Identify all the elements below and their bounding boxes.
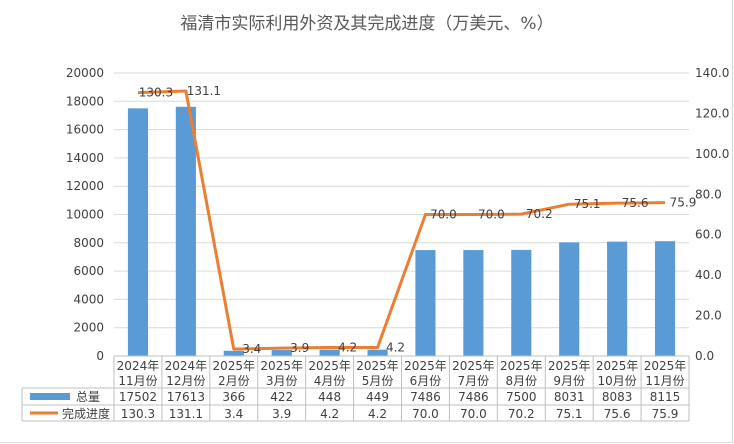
table-cell: 4.2 [368, 407, 387, 421]
y-right-tick-label: 0.0 [695, 349, 714, 363]
y-left-tick-label: 10000 [66, 208, 104, 222]
table-cell: 3.9 [272, 407, 291, 421]
y-right-tick-label: 80.0 [695, 187, 722, 201]
bar-total [559, 242, 580, 356]
table-cell: 8031 [554, 390, 585, 404]
table-cell: 422 [270, 390, 293, 404]
x-category-month: 10月份 [597, 374, 636, 388]
bar-total [607, 241, 628, 356]
y-left-tick-label: 4000 [73, 292, 104, 306]
y-left-tick-label: 8000 [73, 236, 104, 250]
bar-total [223, 350, 244, 356]
table-cell: 131.1 [169, 407, 203, 421]
table-cell: 449 [366, 390, 389, 404]
x-category-month: 11月份 [118, 374, 157, 388]
legend-label-progress: 完成进度 [62, 406, 110, 421]
y-left-tick-label: 2000 [73, 321, 104, 335]
table-cell: 366 [222, 390, 245, 404]
line-data-label: 70.2 [526, 207, 553, 221]
table-cell: 75.9 [652, 407, 679, 421]
y-right-tick-label: 100.0 [695, 147, 729, 161]
table-cell: 17613 [167, 390, 205, 404]
table-cell: 70.0 [412, 407, 439, 421]
x-category-month: 6月份 [410, 374, 442, 388]
line-data-label: 4.2 [338, 341, 357, 355]
table-cell: 130.3 [121, 407, 155, 421]
bar-total [367, 349, 388, 356]
x-category-year: 2025年 [260, 359, 303, 373]
table-cell: 8115 [650, 390, 681, 404]
x-category-month: 8月份 [505, 374, 537, 388]
y-left-tick-label: 14000 [66, 151, 104, 165]
y-right-tick-label: 60.0 [695, 228, 722, 242]
bar-total [271, 350, 292, 356]
y-left-tick-label: 0 [96, 349, 104, 363]
x-category-month: 9月份 [553, 374, 585, 388]
x-category-year: 2025年 [308, 359, 351, 373]
y-left-tick-label: 18000 [66, 94, 104, 108]
x-category-month: 5月份 [362, 374, 394, 388]
table-cell: 4.2 [320, 407, 339, 421]
y-left-tick-label: 20000 [66, 66, 104, 80]
line-data-label: 70.0 [478, 208, 505, 222]
table-cell: 17502 [119, 390, 157, 404]
table-cell: 7500 [506, 390, 537, 404]
line-data-label: 3.9 [290, 341, 309, 355]
y-right-tick-label: 120.0 [695, 106, 729, 120]
line-data-label: 75.6 [622, 196, 649, 210]
line-data-label: 75.1 [574, 197, 601, 211]
table-cell: 75.6 [604, 407, 631, 421]
x-category-year: 2025年 [356, 359, 399, 373]
y-right-tick-label: 20.0 [695, 309, 722, 323]
line-data-label: 3.4 [242, 342, 261, 356]
line-data-label: 130.3 [139, 86, 173, 100]
table-cell: 70.2 [508, 407, 535, 421]
x-category-year: 2025年 [213, 359, 256, 373]
x-category-year: 2025年 [596, 359, 639, 373]
x-category-month: 7月份 [458, 374, 490, 388]
table-cell: 448 [318, 390, 341, 404]
bar-total [654, 241, 676, 356]
table-cell: 7486 [458, 390, 489, 404]
x-category-year: 2024年 [117, 359, 160, 373]
line-data-label: 70.0 [430, 208, 457, 222]
y-right-tick-label: 140.0 [695, 66, 729, 80]
x-category-year: 2024年 [165, 359, 208, 373]
x-category-year: 2025年 [644, 359, 687, 373]
x-category-year: 2025年 [452, 359, 495, 373]
table-cell: 8083 [602, 390, 633, 404]
x-category-month: 3月份 [266, 374, 298, 388]
line-data-label: 75.9 [670, 196, 697, 210]
bar-total [175, 106, 196, 356]
x-category-month: 12月份 [166, 374, 205, 388]
legend-key-total [30, 393, 70, 400]
x-category-year: 2025年 [404, 359, 447, 373]
chart-title: 福清市实际利用外资及其完成进度（万美元、%） [180, 14, 553, 34]
table-cell: 70.0 [460, 407, 487, 421]
bar-total [127, 108, 149, 356]
bar-total [415, 250, 436, 356]
y-left-tick-label: 6000 [73, 264, 104, 278]
x-category-month: 4月份 [314, 374, 346, 388]
line-data-label: 131.1 [187, 84, 221, 98]
legend-label-total: 总量 [76, 390, 100, 404]
x-category-year: 2025年 [548, 359, 591, 373]
y-right-tick-label: 40.0 [695, 268, 722, 282]
table-cell: 3.4 [224, 407, 243, 421]
bar-total [511, 249, 532, 356]
line-data-label: 4.2 [386, 341, 405, 355]
table-cell: 75.1 [556, 407, 583, 421]
bar-total [319, 349, 340, 356]
y-left-tick-label: 16000 [66, 123, 104, 137]
line-progress [137, 89, 666, 351]
table-cell: 7486 [410, 390, 441, 404]
x-category-year: 2025年 [500, 359, 543, 373]
y-left-tick-label: 12000 [66, 179, 104, 193]
x-category-month: 11月份 [645, 374, 684, 388]
bar-total [463, 250, 484, 356]
x-category-month: 2月份 [218, 374, 250, 388]
